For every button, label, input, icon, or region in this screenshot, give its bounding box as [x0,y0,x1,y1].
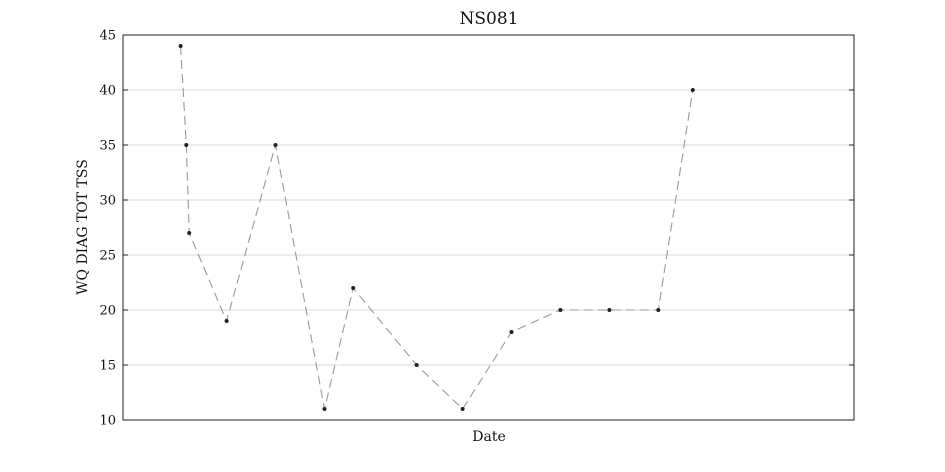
y-tick-label: 30 [99,194,116,209]
y-tick-label: 20 [99,304,116,319]
y-axis-label: WQ DIAG TOT TSS [75,159,91,295]
y-tick-label: 35 [99,139,116,154]
plot-area-frame [122,34,855,421]
data-point [184,143,189,147]
data-point [460,407,465,411]
series-line [180,45,694,410]
data-point [322,407,327,411]
chart-title: NS081 [460,9,519,29]
data-point [690,88,695,92]
data-point [224,319,229,323]
y-tick-label: 40 [99,84,116,99]
y-tick-label: 45 [99,29,116,44]
x-axis-label: Date [472,429,505,445]
y-tick-label: 15 [99,359,116,374]
y-axis: 10 15 20 25 30 35 40 45 [99,29,854,429]
data-markers [178,44,695,411]
y-tick-label: 10 [99,414,116,429]
grid-lines [123,89,854,366]
data-point [187,231,192,235]
data-point [558,308,563,312]
data-point [178,44,183,48]
data-point [273,143,278,147]
y-tick-label: 25 [99,249,116,264]
data-point [607,308,612,312]
data-point [414,363,419,367]
data-point [351,286,356,290]
data-point [656,308,661,312]
data-series [180,45,694,410]
data-point [509,330,514,334]
